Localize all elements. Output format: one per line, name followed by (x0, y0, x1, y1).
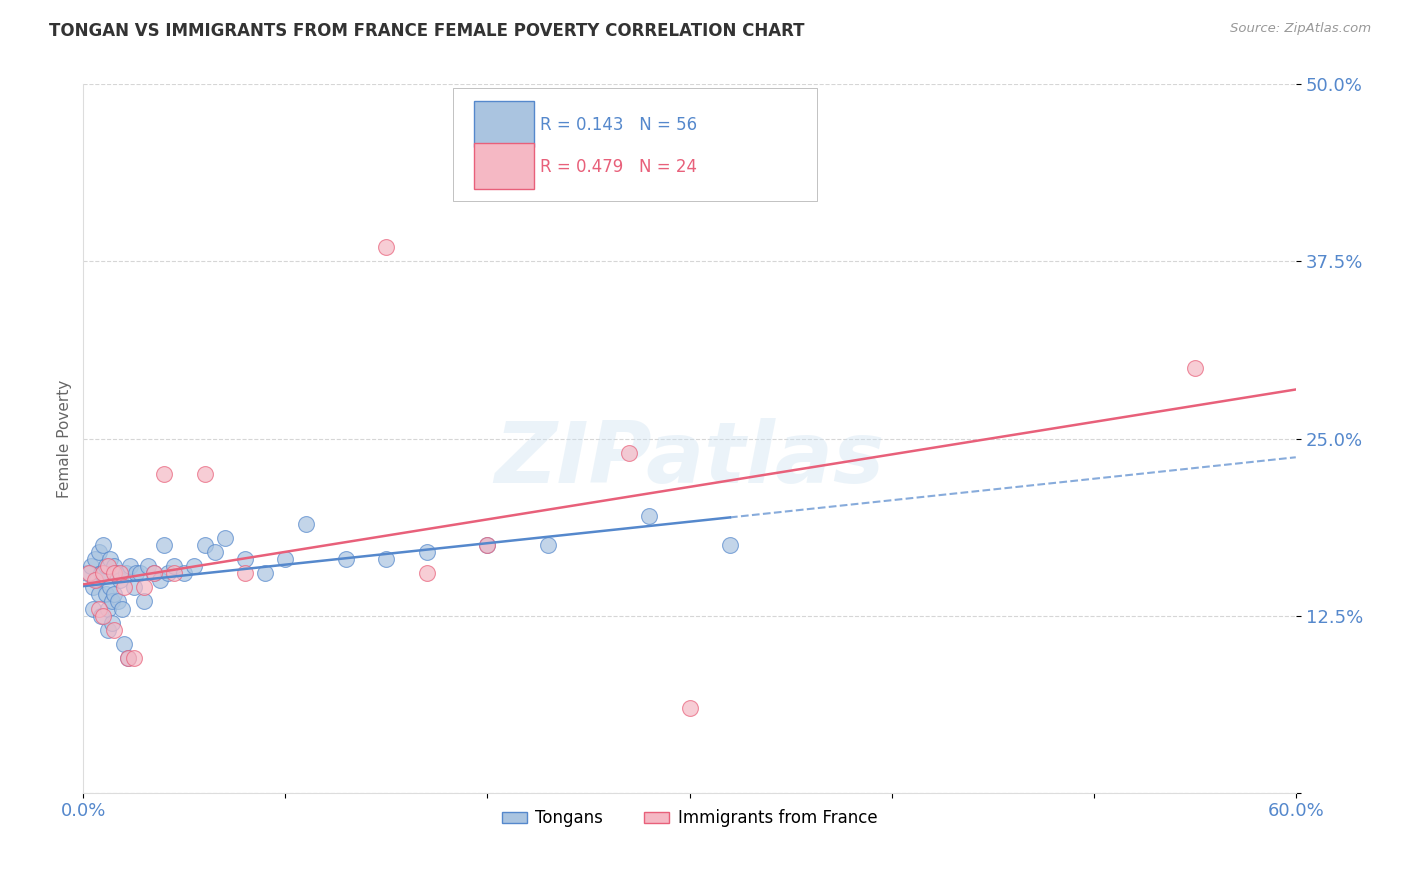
Point (157, 566, 180, 580)
Point (254, 566, 277, 580)
Text: R = 0.479   N = 24: R = 0.479 N = 24 (540, 158, 697, 177)
Y-axis label: Female Poverty: Female Poverty (58, 379, 72, 498)
Point (93, 566, 115, 580)
Point (678, 700, 700, 714)
FancyBboxPatch shape (474, 101, 534, 147)
Point (82, 601, 104, 615)
Point (89, 587, 111, 601)
Point (84, 552, 107, 566)
Point (416, 566, 439, 580)
Point (132, 594, 155, 608)
Point (98, 580, 121, 594)
Point (79, 566, 101, 580)
Point (103, 566, 125, 580)
Point (90, 608, 112, 623)
FancyBboxPatch shape (474, 144, 534, 189)
Point (204, 545, 226, 559)
Point (112, 580, 135, 594)
Point (104, 566, 127, 580)
Point (96, 559, 118, 574)
Point (100, 594, 122, 608)
Point (233, 566, 256, 580)
Point (617, 446, 640, 460)
Point (173, 566, 195, 580)
Point (93, 538, 115, 552)
Point (112, 637, 135, 651)
Point (94, 587, 117, 601)
Point (294, 516, 316, 531)
Point (375, 240, 398, 254)
Point (98, 552, 121, 566)
Point (477, 538, 499, 552)
Point (335, 552, 357, 566)
Point (153, 467, 176, 481)
FancyBboxPatch shape (453, 88, 817, 202)
Point (122, 580, 145, 594)
Point (117, 651, 139, 665)
Point (103, 623, 125, 637)
Point (96, 623, 118, 637)
Point (111, 601, 134, 615)
Point (143, 566, 166, 580)
Point (274, 552, 297, 566)
Point (477, 538, 499, 552)
Point (153, 538, 176, 552)
Point (214, 531, 236, 545)
Point (122, 651, 145, 665)
Point (93, 608, 115, 623)
Point (128, 566, 150, 580)
Point (125, 566, 148, 580)
Point (233, 552, 256, 566)
Point (183, 559, 205, 574)
Point (375, 552, 398, 566)
Text: Source: ZipAtlas.com: Source: ZipAtlas.com (1230, 22, 1371, 36)
Point (82, 580, 104, 594)
Point (118, 559, 141, 574)
Text: TONGAN VS IMMIGRANTS FROM FRANCE FEMALE POVERTY CORRELATION CHART: TONGAN VS IMMIGRANTS FROM FRANCE FEMALE … (49, 22, 804, 40)
Point (108, 573, 131, 587)
Point (1184, 360, 1206, 375)
Point (149, 573, 172, 587)
Point (103, 559, 125, 574)
Point (193, 538, 215, 552)
Point (100, 615, 122, 630)
Point (132, 580, 155, 594)
Point (117, 651, 139, 665)
Point (416, 545, 439, 559)
Point (163, 566, 186, 580)
Point (94, 559, 117, 574)
Point (143, 566, 166, 580)
Point (638, 509, 661, 524)
Point (108, 566, 131, 580)
Point (163, 559, 186, 574)
Point (80, 559, 103, 574)
Point (107, 594, 129, 608)
Point (537, 538, 560, 552)
Point (84, 573, 107, 587)
Point (114, 566, 136, 580)
Point (89, 601, 111, 615)
Text: ZIPatlas: ZIPatlas (495, 418, 884, 501)
Text: R = 0.143   N = 56: R = 0.143 N = 56 (540, 116, 697, 134)
Point (90, 566, 112, 580)
Point (86, 573, 108, 587)
Point (718, 538, 741, 552)
Point (96, 601, 118, 615)
Point (193, 467, 215, 481)
Point (103, 587, 125, 601)
Legend: Tongans, Immigrants from France: Tongans, Immigrants from France (495, 803, 884, 834)
Point (136, 559, 159, 574)
Point (89, 545, 111, 559)
Point (93, 566, 115, 580)
Point (76, 566, 98, 580)
